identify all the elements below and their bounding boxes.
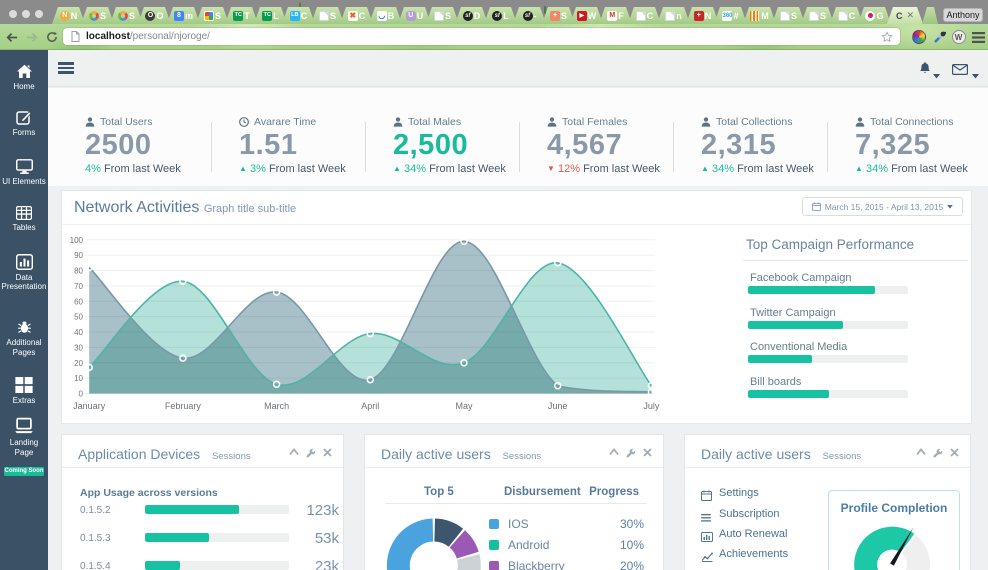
svg-text:January: January bbox=[73, 401, 106, 411]
svg-text:80: 80 bbox=[74, 267, 83, 276]
svg-text:April: April bbox=[361, 401, 379, 411]
svg-text:June: June bbox=[548, 401, 568, 411]
svg-text:July: July bbox=[643, 401, 660, 411]
svg-text:50: 50 bbox=[74, 313, 83, 322]
svg-text:May: May bbox=[455, 401, 473, 411]
svg-text:60: 60 bbox=[74, 297, 83, 306]
svg-text:10: 10 bbox=[74, 374, 83, 383]
svg-text:90: 90 bbox=[74, 251, 83, 260]
svg-text:100: 100 bbox=[70, 236, 84, 245]
svg-text:40: 40 bbox=[74, 328, 83, 337]
svg-text:March: March bbox=[264, 401, 289, 411]
svg-text:70: 70 bbox=[74, 282, 83, 291]
svg-text:30: 30 bbox=[74, 343, 83, 352]
svg-text:0: 0 bbox=[79, 390, 84, 399]
svg-text:February: February bbox=[165, 401, 202, 411]
svg-text:20: 20 bbox=[74, 359, 83, 368]
